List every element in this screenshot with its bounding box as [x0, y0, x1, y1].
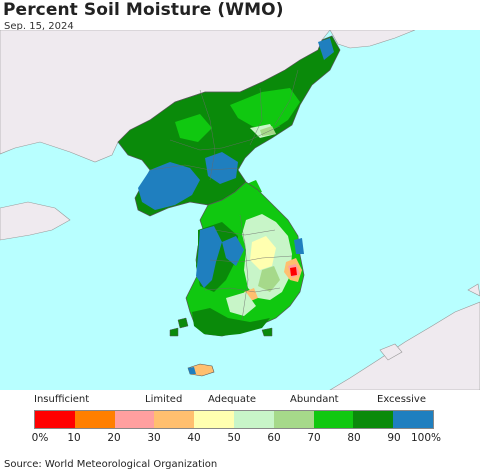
legend-swatch	[233, 411, 274, 428]
legend-swatch	[313, 411, 354, 428]
legend-tick-label: 40	[187, 432, 201, 444]
legend-tick-label: 0%	[31, 432, 49, 444]
legend-swatch	[273, 411, 314, 428]
legend-category-abundant: Abundant	[290, 394, 339, 405]
legend-swatch	[114, 411, 155, 428]
legend-ticks: 0% 10 20 30 40 50 60 70 80 90 100%	[0, 432, 480, 446]
legend-categories: Insufficient Limited Adequate Abundant E…	[0, 394, 480, 408]
legend-swatch	[353, 411, 394, 428]
legend-swatch	[154, 411, 195, 428]
map-title: Percent Soil Moisture (WMO)	[3, 0, 284, 20]
legend-swatch	[393, 411, 433, 428]
legend-tick-label: 50	[227, 432, 241, 444]
legend-swatch	[74, 411, 115, 428]
legend-swatch	[35, 411, 75, 428]
japan-land	[329, 301, 480, 390]
legend-category-adequate: Adequate	[208, 394, 257, 405]
legend-tick-label: 20	[107, 432, 121, 444]
shandong-land	[0, 201, 71, 241]
legend-tick-label: 70	[307, 432, 321, 444]
legend-swatch	[194, 411, 234, 428]
legend-tick-label: 80	[347, 432, 361, 444]
russia-land	[329, 30, 416, 49]
legend-category-excessive: Excessive	[377, 394, 426, 405]
legend-tick-label: 60	[267, 432, 281, 444]
legend-category-insufficient: Insufficient	[34, 394, 90, 405]
source-credit: Source: World Meteorological Organizatio…	[4, 459, 218, 470]
legend-category-limited: Limited	[145, 394, 183, 405]
legend-tick-label: 30	[147, 432, 161, 444]
legend-tick-label: 10	[67, 432, 81, 444]
soil-moisture-map	[0, 30, 480, 390]
japan-islands	[379, 283, 480, 361]
legend-tick-label: 100%	[410, 432, 442, 444]
legend-tick-label: 90	[387, 432, 401, 444]
legend-colorbar	[34, 410, 434, 429]
map-date: Sep. 15, 2024	[4, 21, 74, 32]
